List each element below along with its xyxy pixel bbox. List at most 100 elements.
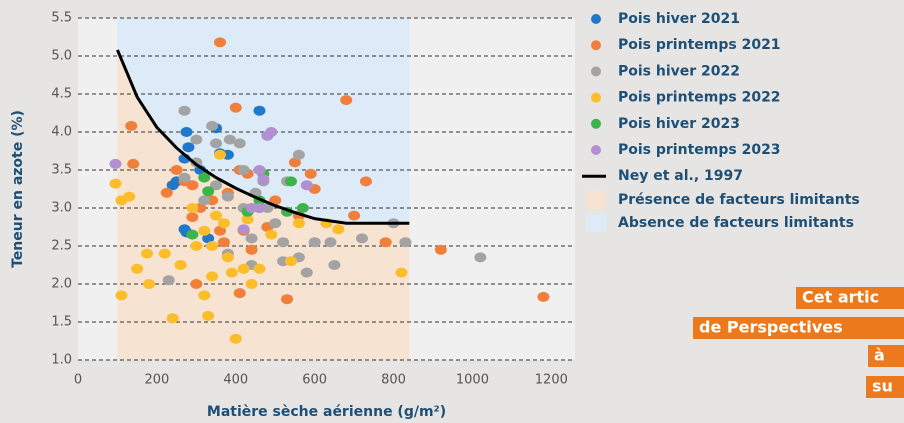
banner-text: à — [874, 346, 885, 365]
point — [324, 237, 337, 248]
x-tick-label: 200 — [144, 373, 169, 388]
point — [202, 186, 215, 197]
point — [198, 225, 211, 236]
y-tick-label: 4.0 — [51, 125, 72, 140]
point — [237, 224, 250, 235]
point — [180, 127, 193, 137]
x-tick-label: 0 — [74, 373, 82, 388]
point — [395, 267, 408, 278]
point — [241, 214, 254, 225]
point — [221, 191, 234, 202]
curve — [116, 49, 410, 225]
point — [162, 275, 175, 286]
point — [186, 212, 199, 223]
legend-label: Absence de facteurs limitants — [618, 215, 854, 231]
point — [269, 218, 282, 229]
point — [198, 290, 211, 301]
point — [237, 263, 250, 274]
banner-box — [796, 287, 904, 309]
y-tick-label: 5.0 — [51, 49, 72, 64]
x-tick-label: 600 — [302, 373, 327, 388]
point — [229, 102, 242, 113]
point — [217, 218, 230, 229]
point — [160, 187, 173, 198]
x-tick-label: 1000 — [456, 373, 489, 388]
point — [359, 176, 372, 187]
point — [245, 279, 258, 289]
point — [221, 252, 234, 263]
x-axis-label: Matière sèche aérienne (g/m²) — [207, 404, 446, 420]
point — [158, 248, 171, 259]
point — [233, 138, 246, 149]
point — [245, 203, 258, 213]
point — [206, 271, 219, 282]
x-tick-label: 1200 — [535, 373, 568, 388]
point — [125, 120, 138, 131]
point — [143, 279, 155, 289]
point — [340, 95, 353, 106]
point — [292, 218, 305, 229]
legend-label: Ney et al., 1997 — [618, 168, 743, 184]
point — [206, 120, 219, 131]
point — [186, 203, 199, 213]
point — [277, 237, 290, 248]
point — [214, 149, 226, 160]
x-tick-label: 800 — [381, 373, 406, 388]
point — [253, 263, 266, 274]
legend-label: Pois printemps 2023 — [618, 142, 781, 158]
point — [300, 180, 313, 191]
point — [131, 263, 144, 274]
point — [202, 233, 215, 244]
legend-label: Pois printemps 2021 — [618, 37, 781, 53]
point — [474, 252, 487, 263]
point — [348, 210, 361, 221]
point — [190, 134, 203, 145]
point — [166, 313, 179, 324]
point — [214, 37, 226, 48]
point — [399, 237, 412, 248]
point — [225, 267, 238, 278]
point — [328, 260, 341, 270]
y-tick-label: 1.5 — [51, 315, 72, 330]
point — [186, 180, 199, 191]
legend-swatch — [586, 191, 606, 210]
absence-region — [117, 18, 410, 224]
point — [245, 244, 258, 255]
point — [379, 237, 392, 248]
point — [123, 191, 136, 202]
point — [265, 127, 278, 137]
legend-label: Pois printemps 2022 — [618, 90, 781, 106]
legend-label: Pois hiver 2021 — [618, 11, 740, 27]
point — [285, 176, 297, 187]
point — [202, 310, 215, 321]
banner-box — [693, 317, 904, 339]
banner-box — [868, 345, 904, 367]
point — [198, 195, 211, 206]
legend-dot — [591, 14, 601, 24]
point — [217, 237, 230, 248]
point — [300, 267, 313, 278]
point — [210, 210, 223, 221]
point — [206, 241, 219, 251]
y-tick-label: 5.5 — [51, 11, 72, 26]
legend-dot — [591, 118, 601, 129]
point — [109, 158, 122, 169]
point — [186, 229, 199, 240]
legend-label: Pois hiver 2023 — [618, 116, 740, 132]
point — [332, 224, 345, 235]
point — [190, 241, 203, 251]
legend-label: Pois hiver 2022 — [618, 63, 740, 79]
y-tick-label: 3.5 — [51, 163, 72, 178]
y-tick-label: 2.5 — [51, 239, 72, 254]
point — [257, 174, 270, 185]
point — [292, 149, 305, 160]
point — [308, 237, 321, 248]
y-tick-label: 4.5 — [51, 87, 72, 102]
point — [115, 290, 128, 301]
point — [170, 165, 183, 175]
y-tick-label: 3.0 — [51, 201, 72, 216]
point — [245, 233, 258, 244]
point — [253, 105, 266, 116]
point — [182, 142, 195, 153]
